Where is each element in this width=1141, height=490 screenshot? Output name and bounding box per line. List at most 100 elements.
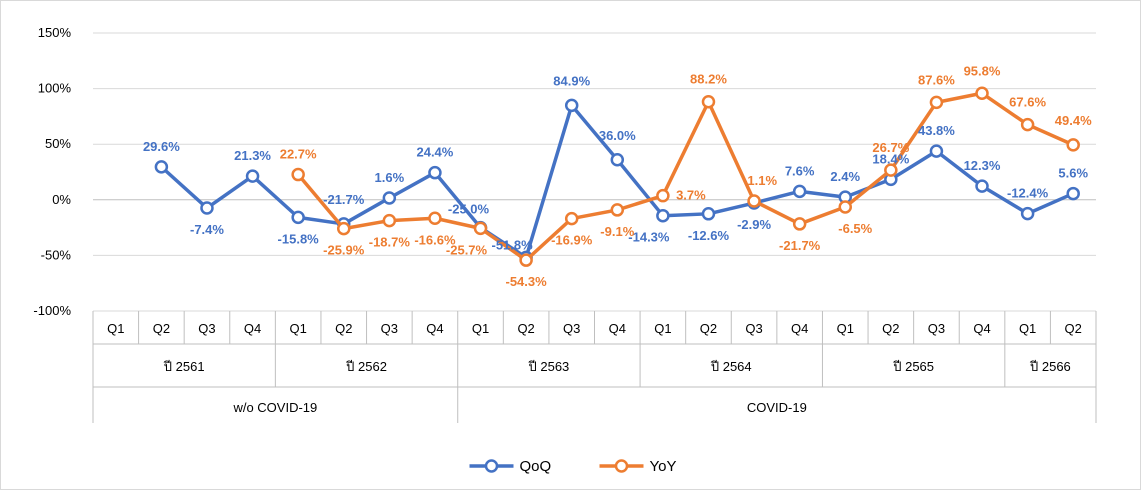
quarter-label: Q1	[1019, 321, 1036, 336]
quarter-label: Q3	[563, 321, 580, 336]
qoq-data-point	[1020, 206, 1035, 221]
yoy-data-point	[701, 94, 716, 109]
yoy-series-line	[296, 91, 1074, 262]
quarter-label: Q3	[381, 321, 398, 336]
qoq-data-label: -25.0%	[448, 202, 490, 217]
qoq-data-point	[701, 207, 716, 221]
y-tick-label: 150%	[38, 25, 72, 40]
qoq-data-label: -2.9%	[737, 217, 771, 232]
yoy-data-label: 22.7%	[280, 147, 317, 162]
year-label: ปี 2561	[163, 359, 205, 374]
yoy-data-point	[610, 203, 625, 217]
qoq-data-point	[428, 165, 442, 180]
y-tick-label: -50%	[41, 247, 72, 262]
qoq-data-label: 24.4%	[416, 145, 453, 160]
yoy-data-point	[929, 95, 944, 110]
data-labels: 29.6% -7.4% 21.3% -15.8% -21.7% 1.6% 24.4% -25.…	[143, 63, 1092, 289]
legend-entry-qoq: QoQ	[469, 458, 552, 475]
qoq-data-point	[929, 144, 944, 158]
quarter-label: Q2	[153, 321, 170, 336]
quarter-label: Q2	[882, 321, 899, 336]
quarter-label: Q3	[928, 321, 945, 336]
year-label: ปี 2564	[710, 359, 752, 374]
quarter-label: Q2	[700, 321, 717, 336]
legend-entry-yoy: YoY	[599, 458, 677, 475]
qoq-data-label: -7.4%	[190, 222, 224, 237]
year-label: ปี 2566	[1029, 359, 1071, 374]
yoy-data-point	[1020, 117, 1035, 132]
yoy-data-label: -25.7%	[446, 242, 488, 257]
qoq-data-label: 5.6%	[1058, 166, 1088, 181]
y-axis-tick-labels: -100% -50% 0% 50% 100% 150%	[33, 25, 71, 318]
yoy-data-point	[656, 188, 670, 203]
quarter-label: Q4	[244, 321, 261, 336]
yoy-data-label: 49.4%	[1055, 113, 1092, 128]
year-label: ปี 2565	[892, 359, 934, 374]
yoy-data-label: -9.1%	[600, 224, 634, 239]
qoq-data-label: -51.8%	[492, 237, 534, 252]
legend-swatch-marker	[484, 459, 499, 473]
yoy-data-label: 67.6%	[1009, 95, 1046, 110]
qoq-data-label: 29.6%	[143, 139, 180, 154]
quarter-label: Q2	[335, 321, 352, 336]
y-tick-label: 100%	[38, 81, 72, 96]
yoy-data-label: 95.8%	[964, 63, 1001, 78]
quarter-label: Q2	[1065, 321, 1082, 336]
qoq-data-point	[200, 201, 214, 215]
year-label: ปี 2562	[345, 359, 387, 374]
qoq-data-label: -12.4%	[1007, 186, 1049, 201]
yoy-data-label: 26.7%	[872, 140, 909, 155]
qoq-data-label: 2.4%	[830, 169, 860, 184]
qoq-data-point	[245, 169, 260, 183]
qoq-data-label: 1.6%	[375, 170, 405, 185]
yoy-data-label: 3.7%	[676, 188, 706, 203]
yoy-data-label: -25.9%	[323, 243, 365, 258]
year-label: ปี 2563	[527, 359, 569, 374]
quarter-label: Q3	[745, 321, 762, 336]
quarter-label: Q1	[837, 321, 854, 336]
quarter-label: Q1	[472, 321, 489, 336]
yoy-data-label: -18.7%	[369, 235, 411, 250]
yoy-data-label: -16.6%	[414, 232, 456, 247]
qoq-data-point	[564, 98, 579, 113]
period-label: w/o COVID-19	[232, 400, 317, 415]
qoq-data-label: 43.8%	[918, 123, 955, 138]
legend: QoQ YoY	[469, 458, 677, 475]
qoq-data-point	[154, 160, 169, 174]
yoy-data-point	[473, 221, 488, 236]
qoq-data-label: 84.9%	[553, 73, 590, 88]
quarter-label: Q1	[107, 321, 124, 336]
quarter-label: Q4	[973, 321, 990, 336]
yoy-data-label: -54.3%	[506, 274, 548, 289]
gridlines	[93, 32, 1096, 312]
legend-label: YoY	[650, 458, 677, 475]
x-axis-category-table: Q1 Q2 Q3 Q4 Q1 Q2 Q3 Q4 Q1 Q2 Q3 Q4 Q1 Q2 Q3 Q4 Q1 Q2 Q3 Q4…	[92, 311, 1097, 423]
qoq-data-point	[792, 184, 807, 199]
quarter-label: Q1	[289, 321, 306, 336]
qoq-data-label: 36.0%	[599, 128, 636, 143]
period-label: COVID-19	[747, 400, 807, 415]
yoy-data-point	[1066, 138, 1080, 152]
yoy-data-point	[382, 213, 397, 228]
qoq-data-point	[656, 208, 670, 223]
qoq-data-label: -12.6%	[688, 228, 730, 243]
quarter-label: Q4	[426, 321, 443, 336]
yoy-data-label: 88.2%	[690, 72, 727, 87]
yoy-data-point	[884, 163, 898, 177]
yoy-data-point	[564, 211, 579, 226]
qoq-data-label: 21.3%	[234, 148, 271, 163]
qoq-data-label: -15.8%	[278, 231, 320, 246]
yoy-data-label: -21.7%	[779, 238, 821, 253]
qoq-data-point	[975, 179, 989, 193]
legend-label: QoQ	[520, 458, 552, 475]
legend-swatch-marker	[614, 459, 629, 473]
qoq-data-label: 12.3%	[964, 158, 1001, 173]
yoy-data-point	[792, 217, 807, 231]
qoq-data-point	[382, 191, 397, 205]
qoq-data-label: 7.6%	[785, 163, 815, 178]
y-tick-label: 50%	[45, 136, 71, 151]
yoy-data-label: -6.5%	[838, 221, 872, 236]
quarter-label: Q3	[198, 321, 215, 336]
